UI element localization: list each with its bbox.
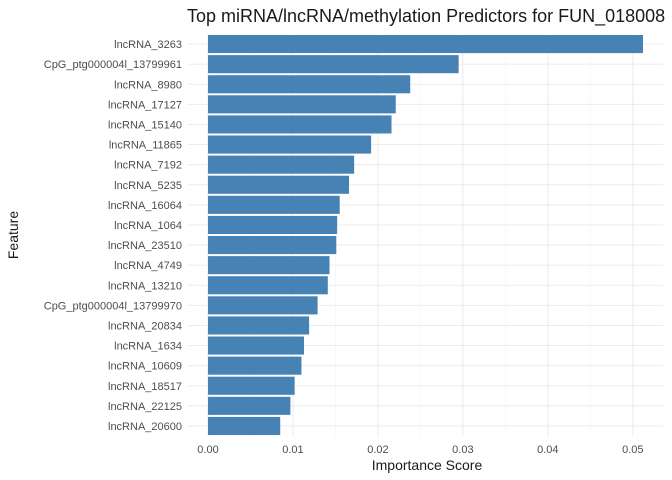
y-axis-title: Feature [5, 211, 21, 259]
y-tick-label: lncRNA_8980 [114, 79, 182, 91]
x-tick-label: 0.05 [622, 444, 643, 456]
bar [208, 175, 350, 194]
y-tick-label: lncRNA_1064 [114, 220, 182, 232]
x-axis-title: Importance Score [372, 457, 483, 473]
y-tick-label: lncRNA_23510 [108, 240, 182, 252]
bar [208, 356, 302, 375]
gridlines [188, 34, 663, 436]
y-tick-label: lncRNA_22125 [108, 401, 182, 413]
y-tick-label: lncRNA_3263 [114, 39, 182, 51]
y-tick-label: lncRNA_15140 [108, 119, 182, 131]
bar [208, 115, 392, 134]
y-tick-label: lncRNA_11865 [109, 140, 182, 152]
y-tick-labels: lncRNA_3263 CpG_ptg000004l_13799961 lncRNA… [44, 39, 182, 433]
y-tick-label: lncRNA_20834 [108, 320, 182, 332]
bar [208, 236, 337, 255]
bar [208, 376, 295, 395]
x-tick-label: 0.01 [282, 444, 303, 456]
x-tick-label: 0.04 [537, 444, 558, 456]
y-tick-label: lncRNA_10609 [108, 361, 182, 373]
chart-title: Top miRNA/lncRNA/methylation Predictors … [187, 6, 665, 27]
bar [208, 95, 396, 114]
bar [208, 215, 338, 234]
x-tick-label: 0.03 [452, 444, 473, 456]
bar [208, 336, 305, 355]
bar [208, 55, 459, 74]
bar [208, 195, 340, 214]
x-tick-label: 0.02 [367, 444, 388, 456]
y-tick-label: lncRNA_13210 [108, 280, 182, 292]
y-tick-label: lncRNA_20600 [108, 421, 182, 433]
y-tick-label: CpG_ptg000004l_13799970 [44, 300, 182, 312]
y-tick-label: lncRNA_17127 [108, 99, 182, 111]
x-tick-labels: 0.00 0.01 0.02 0.03 0.04 0.05 [197, 444, 643, 456]
y-tick-label: CpG_ptg000004l_13799961 [44, 59, 182, 71]
y-tick-label: lncRNA_4749 [114, 260, 182, 272]
y-tick-label: lncRNA_18517 [108, 381, 182, 393]
bars [208, 35, 643, 435]
bar [208, 256, 330, 275]
bar [208, 316, 310, 335]
y-tick-label: lncRNA_7192 [114, 160, 182, 172]
bar [208, 155, 355, 174]
bar [208, 135, 372, 154]
bar [208, 416, 281, 435]
bar [208, 276, 328, 295]
bar [208, 296, 318, 315]
y-tick-label: lncRNA_16064 [108, 200, 182, 212]
bar [208, 75, 411, 94]
x-tick-label: 0.00 [197, 444, 218, 456]
bar [208, 35, 643, 54]
y-tick-label: lncRNA_5235 [114, 180, 182, 192]
y-tick-label: lncRNA_1634 [114, 341, 182, 353]
bar [208, 396, 291, 415]
